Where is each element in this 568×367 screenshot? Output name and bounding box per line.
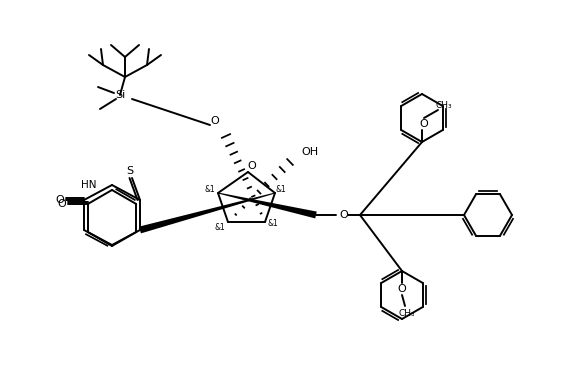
Text: O: O (211, 116, 219, 126)
Text: &1: &1 (275, 185, 286, 193)
Text: O: O (57, 199, 66, 209)
Text: O: O (398, 284, 406, 294)
Polygon shape (139, 193, 275, 233)
Text: HN: HN (81, 180, 96, 190)
Text: O: O (340, 210, 348, 220)
Text: O: O (248, 161, 256, 171)
Text: O: O (420, 119, 428, 129)
Text: CH₃: CH₃ (399, 309, 415, 319)
Text: OH: OH (302, 147, 319, 157)
Text: O: O (56, 195, 64, 205)
Text: Si: Si (115, 90, 125, 100)
Text: S: S (127, 166, 133, 176)
Text: &1: &1 (204, 185, 215, 193)
Text: CH₃: CH₃ (436, 101, 452, 109)
Polygon shape (218, 193, 317, 218)
Text: &1: &1 (215, 224, 225, 233)
Text: &1: &1 (268, 219, 278, 229)
